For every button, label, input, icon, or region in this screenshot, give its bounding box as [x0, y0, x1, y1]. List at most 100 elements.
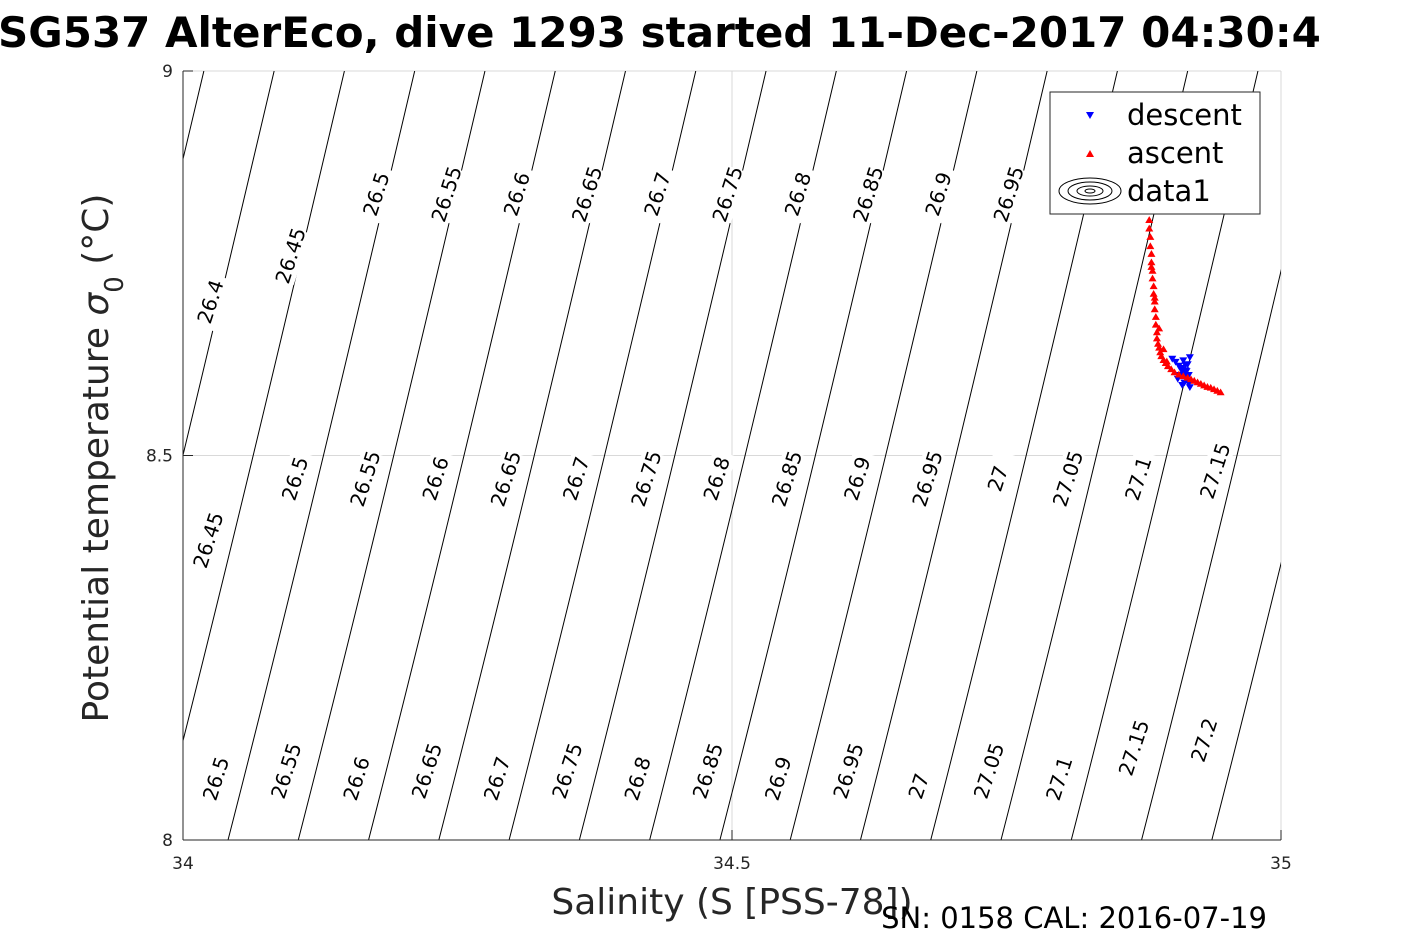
ascent-point: [1162, 357, 1171, 365]
ascent-point: [1147, 258, 1156, 266]
contour-label-background: [270, 226, 311, 285]
ascent-point: [1170, 368, 1179, 376]
descent-point: [1185, 354, 1194, 362]
contour-label-background: [415, 449, 456, 508]
descent-point: [1177, 365, 1186, 372]
contour-label-background: [196, 749, 236, 808]
contour-label-background: [1048, 449, 1088, 508]
ascent-point: [1145, 224, 1154, 232]
contour-label-background: [406, 741, 447, 801]
legend-contour-marker: [1084, 188, 1096, 194]
ascent-point: [1179, 372, 1188, 380]
density-isoline: [183, 71, 345, 743]
ascent-point: [1148, 266, 1157, 274]
legend-box: [1049, 91, 1261, 215]
contour-label-background: [345, 449, 386, 508]
contour-label-background: [626, 449, 667, 508]
ascent-point: [1163, 362, 1172, 370]
ascent-point: [1146, 233, 1155, 240]
ascent-point: [1167, 365, 1176, 373]
ascent-point: [1216, 388, 1225, 396]
y-axis-label-subscript: 0: [100, 276, 130, 293]
density-isoline: [1141, 268, 1281, 840]
ascent-point: [1147, 263, 1156, 270]
contour-label-background: [1039, 749, 1079, 808]
x-tick-label: 34: [172, 854, 194, 874]
contour-label-background: [848, 164, 888, 224]
legend-contour-marker: [1076, 185, 1104, 197]
contour-label-background: [556, 449, 596, 508]
contour-label-background: [497, 164, 537, 224]
y-tick-label: 8: [162, 831, 173, 851]
ascent-point: [1151, 320, 1160, 328]
ascent-point: [1155, 343, 1164, 351]
legend-ascent-marker: [1086, 150, 1094, 157]
contour-label-background: [426, 164, 467, 224]
tick-labels: 34 34.5 35 8 8.5 9: [146, 62, 1292, 874]
chart-title: SG537 AlterEco, dive 1293 started 11-Dec…: [0, 8, 1321, 57]
contour-label-background: [190, 272, 231, 332]
contour-label-background: [1118, 449, 1159, 508]
contour-label-background: [898, 756, 939, 816]
ascent-point: [1152, 328, 1161, 336]
descent-point: [1178, 381, 1187, 389]
x-tick-label: 35: [1270, 854, 1292, 874]
contour-label-background: [188, 510, 229, 570]
ascent-point: [1145, 216, 1154, 223]
ascent-point: [1174, 370, 1183, 378]
contour-label-background: [977, 449, 1018, 508]
y-axis-label-sigma: σ: [76, 292, 117, 316]
ascent-point: [1155, 324, 1164, 332]
contour-label-background: [547, 741, 588, 801]
contour-label-background: [567, 164, 607, 224]
ascent-point: [1159, 345, 1168, 353]
contour-label-background: [266, 741, 306, 801]
ascent-point: [1146, 242, 1155, 250]
contour-label-background: [275, 449, 315, 508]
x-axis-label: Salinity (S [PSS-78]): [551, 882, 912, 923]
descent-point: [1171, 358, 1180, 366]
contour-label-background: [988, 164, 1029, 224]
serial-calibration-footer: SN: 0158 CAL: 2016-07-19: [881, 901, 1267, 935]
contour-label-background: [778, 164, 818, 224]
ascent-point: [1152, 334, 1161, 342]
legend: descent ascent data1: [1049, 91, 1261, 215]
contour-label-background: [707, 164, 748, 224]
legend-descent-marker: [1086, 112, 1094, 119]
contour-label-background: [969, 741, 1009, 801]
ascent-point: [1149, 290, 1158, 297]
contour-label-background: [477, 749, 517, 808]
legend-entry-label: descent: [1127, 98, 1242, 132]
ascent-point: [1150, 293, 1159, 301]
contour-label-background: [637, 164, 678, 224]
y-tick-label: 8.5: [146, 447, 173, 467]
ascent-point: [1154, 339, 1163, 347]
contour-label-background: [907, 449, 948, 508]
contour-label-background: [828, 741, 869, 801]
ascent-point: [1147, 250, 1156, 257]
contour-label-background: [696, 449, 737, 508]
contour-label-background: [1195, 441, 1235, 501]
data-points: [1144, 207, 1225, 396]
ascent-point: [1149, 282, 1158, 290]
contour-label-background: [356, 164, 397, 224]
descent-point: [1185, 384, 1194, 392]
ascent-point: [1148, 274, 1157, 282]
contour-label-background: [617, 749, 658, 808]
contour-label-background: [336, 749, 377, 808]
contour-label-background: [767, 449, 807, 508]
legend-entry-label: ascent: [1127, 136, 1223, 170]
contour-label-background: [1184, 710, 1224, 770]
y-axis-label-unit: (°C): [76, 194, 117, 277]
legend-contour-marker: [1067, 181, 1113, 201]
descent-point: [1182, 368, 1191, 375]
descent-point: [1184, 371, 1193, 379]
contour-label-background: [837, 449, 877, 508]
contour-label-background: [688, 741, 728, 801]
y-tick-label: 9: [162, 62, 173, 82]
ascent-point: [1150, 297, 1159, 305]
y-axis-label: Potential temperature σ0 (°C): [76, 194, 130, 723]
axes: [182, 70, 1282, 841]
contour-label-background: [758, 749, 798, 808]
